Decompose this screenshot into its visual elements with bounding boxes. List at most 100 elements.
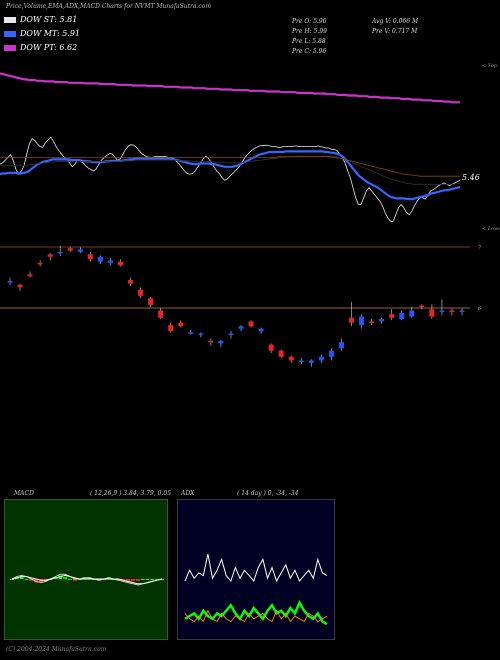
candle-body <box>178 322 184 327</box>
candle-body <box>349 317 355 323</box>
macd-histogram-bar <box>29 579 34 581</box>
prev-high: Pre H: 5.99 <box>292 28 327 35</box>
macd-histogram-bar <box>140 579 145 580</box>
macd-label: MACD <box>14 490 34 497</box>
candle-body <box>17 284 23 288</box>
chart-title: Price,Volume,EMA,ADX,MACD Charts for NVM… <box>6 3 212 10</box>
adx-label: ADX <box>181 490 195 497</box>
candle-body <box>399 312 405 319</box>
ema-series-3 <box>0 156 460 177</box>
candle-body <box>429 309 435 317</box>
macd-histogram-bar <box>39 579 44 583</box>
top-label: < Top <box>482 63 498 69</box>
legend-swatch-pt <box>4 44 16 51</box>
candle-body <box>298 360 304 362</box>
legend-pt: DOW PT: 6.62 <box>4 43 77 52</box>
candle-body <box>338 342 344 349</box>
legend-mt: DOW MT: 5.91 <box>4 29 80 38</box>
candle-body <box>188 332 194 334</box>
candle-body <box>67 248 73 251</box>
macd-histogram-bar <box>145 579 150 580</box>
adx-series-2 <box>184 609 328 623</box>
legend-label-mt: DOW MT: 5.91 <box>20 29 81 38</box>
price-chart: 7 6 <box>0 245 482 367</box>
macd-histogram-bar <box>72 579 77 581</box>
candle-body <box>47 254 53 257</box>
candle-body <box>409 310 415 317</box>
macd-chart <box>4 499 168 640</box>
macd-params: ( 12,26,9 ) 3.84, 3.79, 0.05 <box>90 490 172 497</box>
legend-st: DOW ST: 5.81 <box>4 15 77 24</box>
legend-label-st: DOW ST: 5.81 <box>20 15 78 24</box>
candle-body <box>57 251 63 254</box>
macd-series-0 <box>11 573 163 586</box>
macd-histogram-bar <box>34 579 39 583</box>
bottom-label: < Lowe <box>482 226 500 232</box>
candle-body <box>419 305 425 308</box>
macd-histogram-bar <box>135 579 140 581</box>
candle-body <box>7 281 13 283</box>
candle-body <box>248 321 254 327</box>
candle-body <box>87 254 93 260</box>
footer-credit: (C) 2004-2024 MunafaSutra.com <box>6 646 107 653</box>
legend-swatch-mt <box>4 30 16 37</box>
candle-body <box>218 340 224 344</box>
candle-body <box>268 344 274 351</box>
macd-histogram-bar <box>24 579 29 580</box>
candle-body <box>459 310 465 312</box>
macd-series-1 <box>11 574 163 585</box>
candle-body <box>37 262 43 265</box>
candle-body <box>238 326 244 329</box>
last-value-label: 5.46 <box>462 173 480 182</box>
prev-close: Pre C: 5.96 <box>292 48 327 55</box>
macd-histogram-bar <box>155 579 160 580</box>
candle-body <box>208 340 214 343</box>
adx-series-0 <box>184 553 328 583</box>
ema-chart: < Top < Lowe 5.46 <box>0 63 500 232</box>
candle-body <box>158 310 164 318</box>
candle-body <box>308 360 314 363</box>
candle-body <box>389 314 395 318</box>
candle-body <box>27 274 33 277</box>
candle-body <box>379 318 385 322</box>
prev-low: Pre L: 5.88 <box>292 38 326 45</box>
legend-swatch-st <box>4 16 16 23</box>
candle-body <box>228 333 234 336</box>
ema-series-1 <box>0 150 461 201</box>
macd-background <box>4 499 168 640</box>
legend-label-pt: DOW PT: 6.62 <box>20 43 78 52</box>
candle-body <box>128 279 134 284</box>
candle-body <box>107 260 113 263</box>
candle-body <box>168 325 174 332</box>
candle-body <box>449 310 455 312</box>
prev-volume: Pre V: 0.717 M <box>372 28 418 35</box>
macd-histogram-bar <box>126 579 131 581</box>
y-tick-6: 6 <box>478 306 482 312</box>
candle-body <box>318 356 324 361</box>
macd-histogram-bar <box>19 577 24 579</box>
ema-series-2 <box>0 155 460 185</box>
candle-body <box>288 356 294 361</box>
candle-body <box>97 256 103 262</box>
macd-histogram-bar <box>10 579 14 580</box>
candle-body <box>258 328 264 332</box>
candle-body <box>77 249 83 252</box>
adx-params: ( 14 day ) 0, -34, -34 <box>237 490 299 497</box>
ema-series-4 <box>0 72 460 104</box>
y-tick-7: 7 <box>478 245 482 251</box>
avg-volume: Avg V: 0.066 M <box>372 18 419 25</box>
macd-histogram-bar <box>150 579 155 580</box>
candle-body <box>117 261 123 266</box>
macd-histogram-bar <box>63 577 68 579</box>
macd-histogram-bar <box>130 579 135 581</box>
macd-histogram-bar <box>68 579 73 580</box>
candle-body <box>359 316 365 326</box>
adx-series-1 <box>184 599 328 626</box>
macd-histogram-bar <box>58 575 63 579</box>
candle-body <box>198 333 204 336</box>
adx-chart <box>177 499 335 640</box>
candle-body <box>328 350 334 357</box>
candle-body <box>138 289 144 296</box>
candle-body <box>439 310 445 312</box>
prev-open: Pre O: 5.96 <box>292 18 327 25</box>
